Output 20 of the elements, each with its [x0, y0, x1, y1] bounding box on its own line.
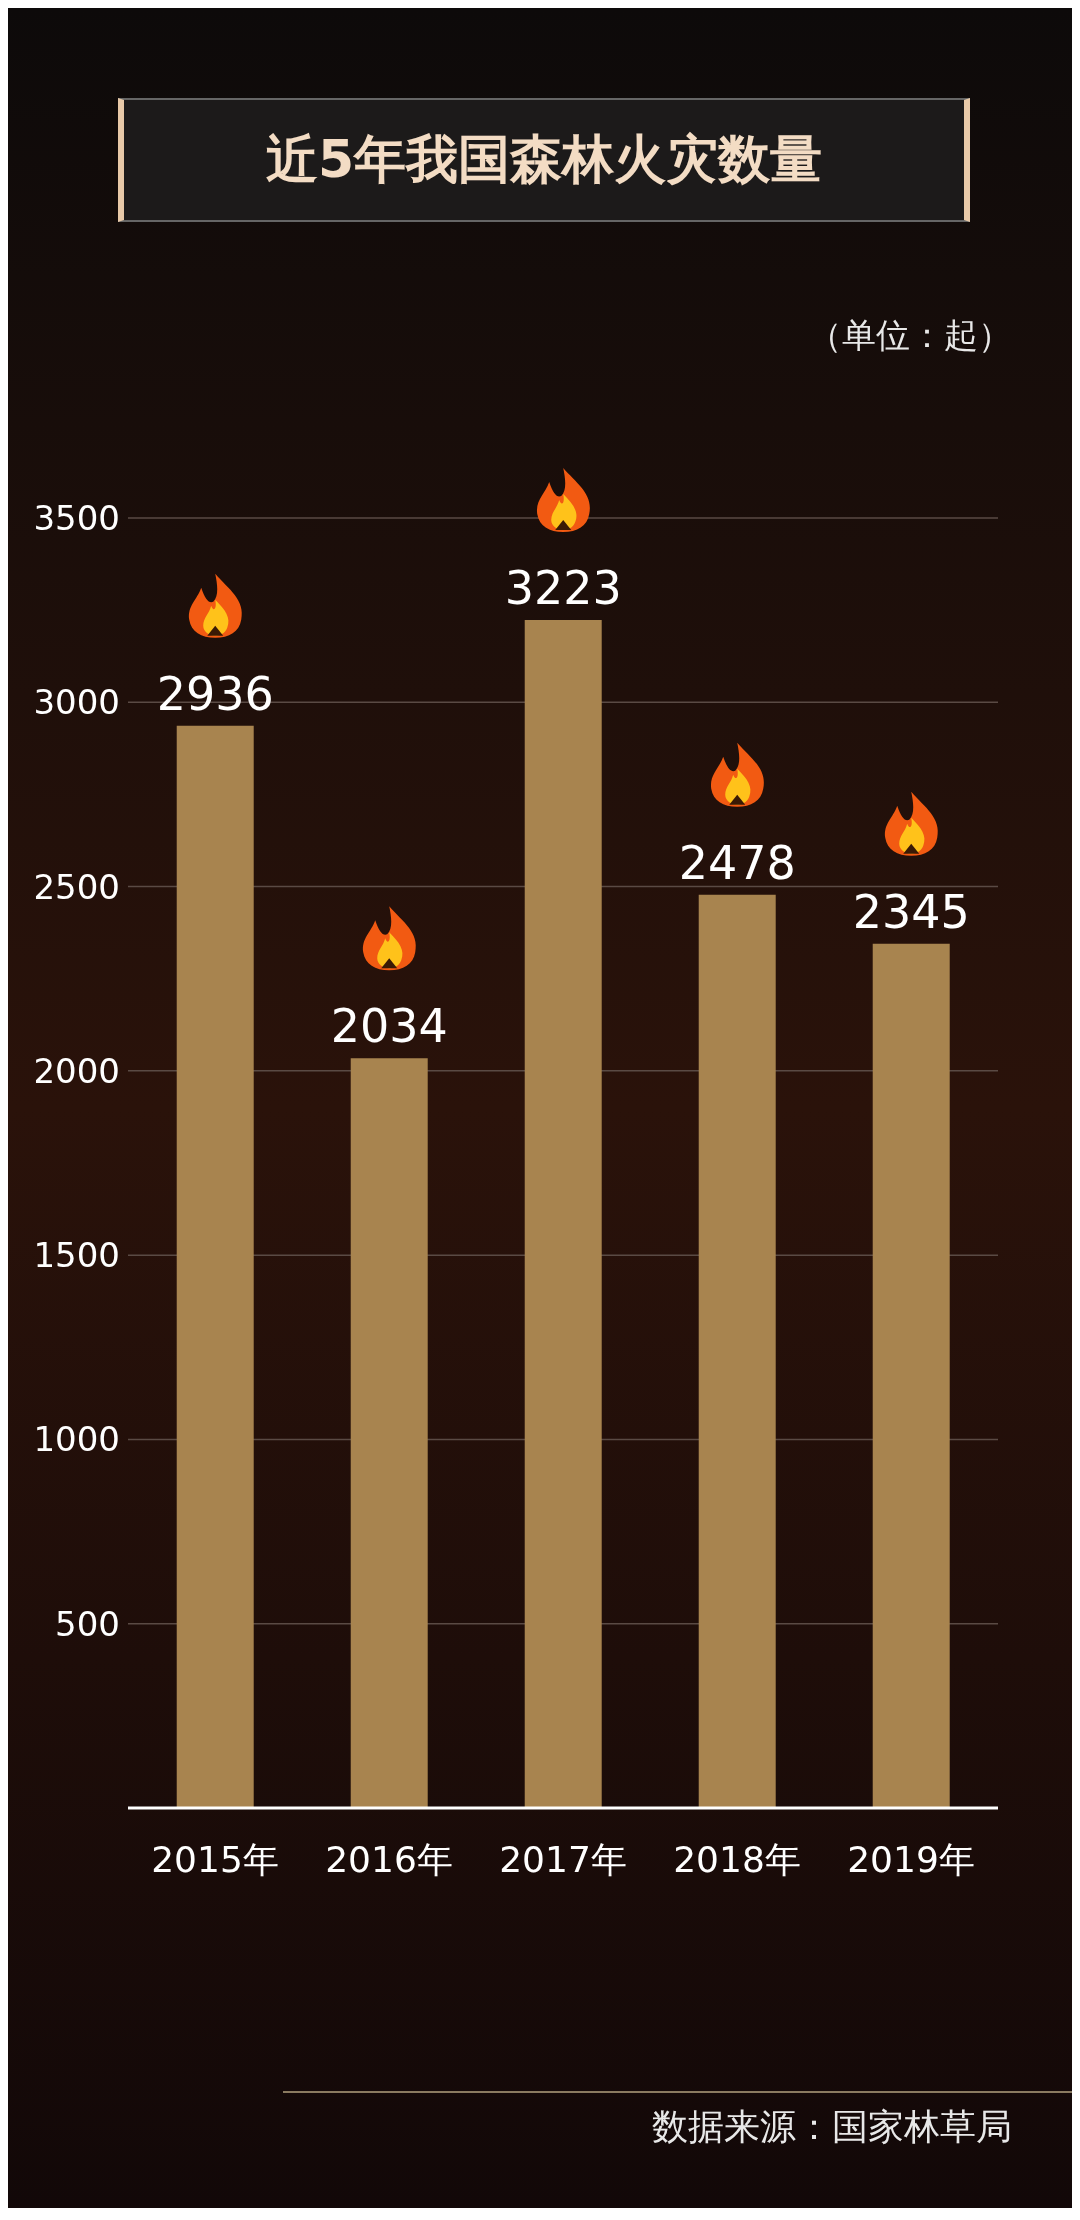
data-label: 2034 [330, 999, 448, 1054]
x-tick-label: 2019年 [847, 1838, 975, 1880]
data-label: 2345 [852, 884, 970, 939]
y-tick-label: 3000 [33, 682, 120, 723]
y-tick-label: 500 [55, 1603, 120, 1644]
x-tick-label: 2018年 [673, 1838, 801, 1880]
x-tick-label: 2016年 [325, 1838, 453, 1880]
data-label: 2936 [156, 666, 274, 721]
y-axis-title: （单位：起） [808, 314, 1012, 357]
chart-title: 近5年我国森林火灾数量 [265, 128, 823, 191]
x-tick-label: 2015年 [151, 1838, 279, 1880]
x-tick-label: 2017年 [499, 1838, 627, 1880]
y-tick-label: 1000 [33, 1419, 120, 1460]
y-tick-label: 2000 [33, 1050, 120, 1091]
y-tick-label: 2500 [33, 866, 120, 907]
y-tick-label: 1500 [33, 1235, 120, 1276]
data-label: 3223 [504, 561, 622, 616]
data-label: 2478 [678, 835, 796, 890]
source-note: 数据来源：国家林草局 [652, 2105, 1012, 2149]
y-tick-label: 3500 [33, 498, 120, 539]
